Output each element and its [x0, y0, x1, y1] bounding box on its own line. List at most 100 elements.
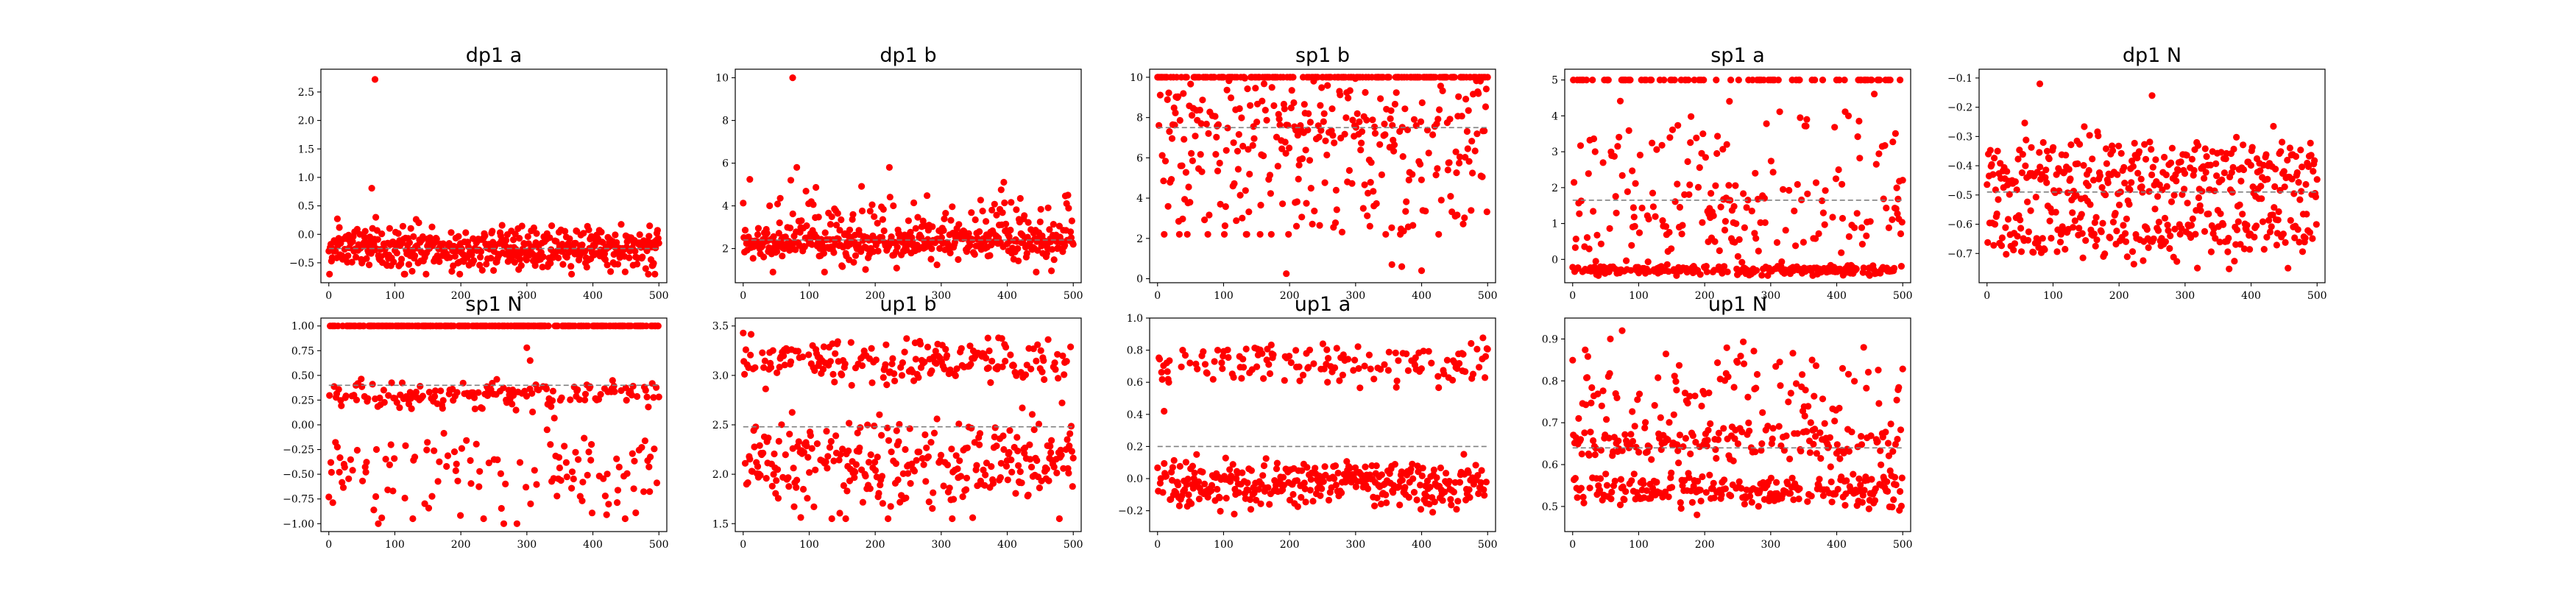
- data-point: [1644, 258, 1652, 266]
- data-point: [895, 438, 902, 445]
- data-point: [2099, 219, 2106, 227]
- data-point: [423, 446, 431, 454]
- data-point: [1482, 479, 1490, 486]
- data-point: [1813, 450, 1820, 457]
- data-point: [2024, 198, 2031, 205]
- data-point: [1451, 74, 1458, 81]
- data-point: [533, 481, 540, 488]
- data-point: [546, 234, 553, 241]
- data-point: [339, 484, 347, 491]
- data-point: [1737, 353, 1744, 360]
- data-point: [2043, 179, 2050, 186]
- data-point: [1578, 451, 1585, 458]
- data-point: [1243, 230, 1250, 238]
- data-point: [957, 473, 965, 480]
- data-point: [2164, 222, 2171, 229]
- data-point: [2310, 168, 2317, 175]
- data-point: [1293, 198, 1301, 205]
- data-point: [1463, 127, 1471, 135]
- data-point: [509, 392, 517, 399]
- data-point: [393, 399, 400, 406]
- data-point: [1281, 377, 1288, 384]
- data-point: [1262, 107, 1269, 114]
- y-tick-label: 8: [1136, 113, 1143, 124]
- y-tick-label: −0.5: [1947, 190, 1972, 202]
- data-point: [1675, 459, 1682, 467]
- data-point: [485, 459, 492, 467]
- data-point: [832, 350, 839, 357]
- data-point: [1826, 434, 1833, 441]
- data-point: [1338, 228, 1346, 236]
- data-point: [1776, 108, 1783, 116]
- data-point: [2286, 144, 2293, 152]
- data-point: [956, 457, 963, 465]
- data-point: [937, 451, 945, 459]
- data-point: [1354, 110, 1361, 117]
- data-point: [1169, 464, 1176, 471]
- data-point: [2230, 145, 2237, 153]
- data-point: [610, 382, 618, 390]
- data-point: [1465, 107, 1472, 114]
- data-point: [771, 450, 778, 458]
- data-point: [1699, 219, 1706, 226]
- data-point: [1428, 359, 1435, 367]
- data-point: [858, 207, 866, 215]
- data-point: [788, 409, 796, 416]
- data-point: [1405, 493, 1412, 501]
- scatter-points: [1154, 334, 1491, 518]
- data-point: [2123, 253, 2131, 261]
- data-point: [1889, 216, 1896, 223]
- data-point: [1159, 489, 1167, 496]
- data-point: [1796, 77, 1803, 84]
- data-point: [1255, 486, 1262, 493]
- data-point: [2179, 191, 2186, 198]
- data-point: [1839, 364, 1847, 372]
- data-point: [1675, 361, 1683, 369]
- data-point: [952, 452, 960, 459]
- data-point: [1185, 183, 1192, 191]
- data-point: [1473, 345, 1481, 353]
- data-point: [1865, 505, 1872, 512]
- data-point: [746, 456, 754, 463]
- data-point: [1345, 166, 1353, 174]
- data-point: [1435, 230, 1443, 238]
- scatter-points: [1569, 77, 1906, 279]
- data-point: [1189, 462, 1196, 470]
- y-tick-label: 0.2: [1127, 441, 1143, 453]
- data-point: [1018, 479, 1025, 487]
- data-point: [2168, 144, 2176, 152]
- data-point: [2138, 183, 2145, 191]
- data-point: [655, 393, 662, 401]
- data-point: [2117, 149, 2125, 157]
- data-point: [1273, 465, 1281, 473]
- data-point: [1236, 105, 1243, 113]
- data-point: [1213, 133, 1220, 141]
- data-point: [776, 364, 783, 371]
- data-point: [1649, 203, 1657, 211]
- data-point: [1694, 478, 1702, 485]
- data-point: [2078, 211, 2085, 218]
- data-point: [880, 374, 887, 381]
- data-point: [2212, 160, 2220, 167]
- data-point: [1323, 346, 1331, 353]
- data-point: [1882, 428, 1889, 436]
- data-point: [1189, 157, 1196, 164]
- panel-sp1-n: sp1 N0 100 200 300 400 500−1.00−0.75−0.50−0.2…: [283, 293, 669, 551]
- data-point: [578, 497, 586, 504]
- data-point: [812, 466, 819, 473]
- data-point: [1387, 115, 1394, 122]
- data-point: [587, 383, 594, 390]
- data-point: [967, 361, 974, 368]
- data-point: [2150, 235, 2157, 242]
- data-point: [1430, 466, 1437, 473]
- data-point: [1400, 228, 1407, 235]
- data-point: [763, 230, 771, 237]
- data-point: [483, 261, 490, 268]
- data-point: [549, 387, 557, 395]
- data-point: [1674, 180, 1681, 188]
- data-point: [1051, 359, 1058, 367]
- panel-dp1-a: dp1 a0 100 200 300 400 500−0.50.00.51.01.52.0…: [289, 44, 669, 302]
- data-point: [2154, 227, 2162, 234]
- data-point: [398, 255, 406, 263]
- data-point: [2062, 245, 2069, 253]
